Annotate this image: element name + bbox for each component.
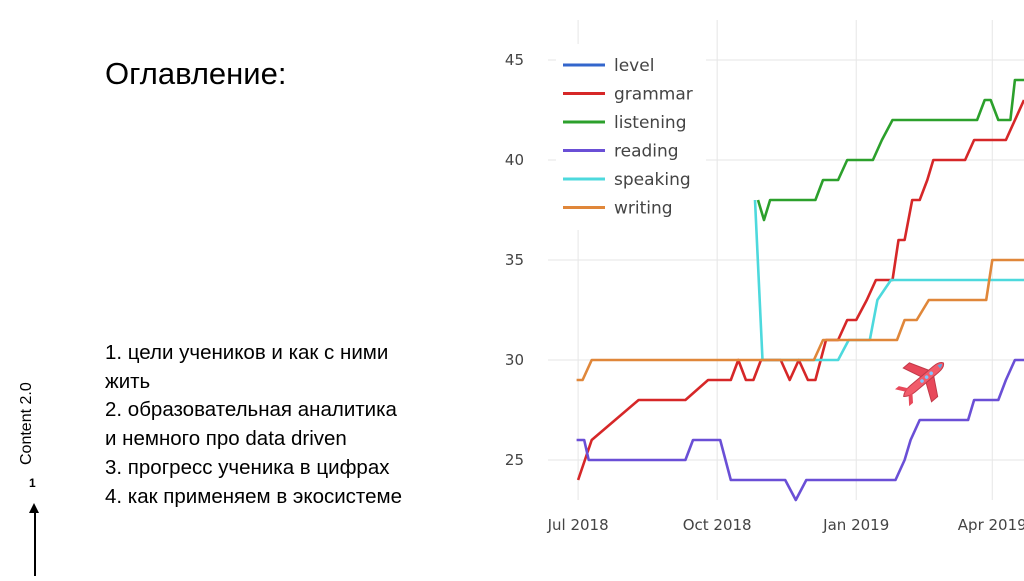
x-tick-label: Jul 2018 [547,516,609,534]
legend-label: grammar [614,85,693,105]
airplane-icon [895,362,945,407]
series-line-listening [756,78,1024,222]
legend-label: listening [614,113,687,133]
slide-title: Оглавление: [105,56,287,91]
series-line-reading [576,358,1024,502]
toc-line: и немного про data driven [105,427,347,451]
legend-label: speaking [614,170,691,190]
x-tick-label: Oct 2018 [683,516,752,534]
toc-line: жить [105,369,151,393]
toc-line: 2. образовательная аналитика [105,398,397,422]
y-tick-label: 45 [505,51,524,69]
legend-label: level [614,56,654,76]
x-tick-label: Jan 2019 [822,516,889,534]
legend-box [556,44,706,230]
y-tick-label: 25 [505,451,524,469]
progress-chart: 25 30 35 40 45 Jul 2018 Oct 2018 Jan 2019 Apr 2… [485,0,1024,576]
y-tick-label: 40 [505,151,524,169]
y-tick-label: 30 [505,351,524,369]
line-chart: 25 30 35 40 45 Jul 2018 Oct 2018 Jan 2019 Apr 2… [505,20,1024,534]
table-of-contents: 1. цели учеников и как с ними жить 2. об… [105,339,495,511]
page-progress-line [34,512,36,576]
section-label: Content 2.0 [18,382,35,465]
series-line-speaking [753,199,1024,362]
toc-line: 1. цели учеников и как с ними [105,341,389,364]
series-line-writing [576,258,1024,382]
toc-line: 4. как применяем в экосистеме [105,484,402,508]
toc-line: 3. прогресс ученика в цифрах [105,455,390,479]
up-arrow-icon [29,503,39,513]
legend-label: writing [614,199,673,219]
x-tick-label: Apr 2019 [958,516,1024,534]
y-tick-label: 35 [505,251,524,269]
page-number: 1 [29,476,36,490]
legend-label: reading [614,142,679,162]
